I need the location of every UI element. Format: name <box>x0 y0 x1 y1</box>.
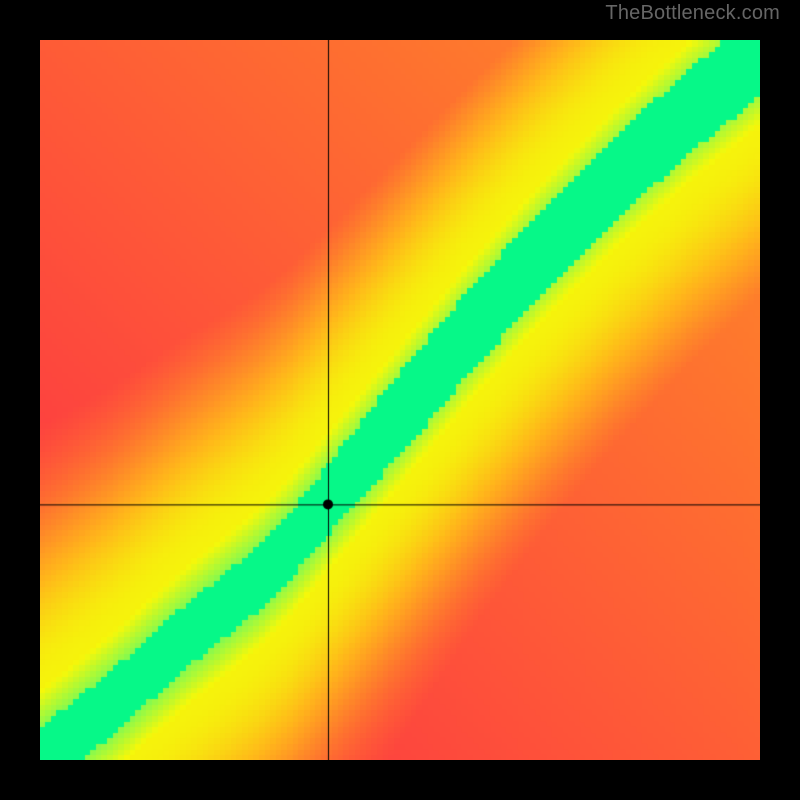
watermark-text: TheBottleneck.com <box>605 2 780 25</box>
heatmap-canvas <box>40 40 760 760</box>
page-root: TheBottleneck.com <box>0 0 800 800</box>
heatmap-chart <box>40 40 760 760</box>
